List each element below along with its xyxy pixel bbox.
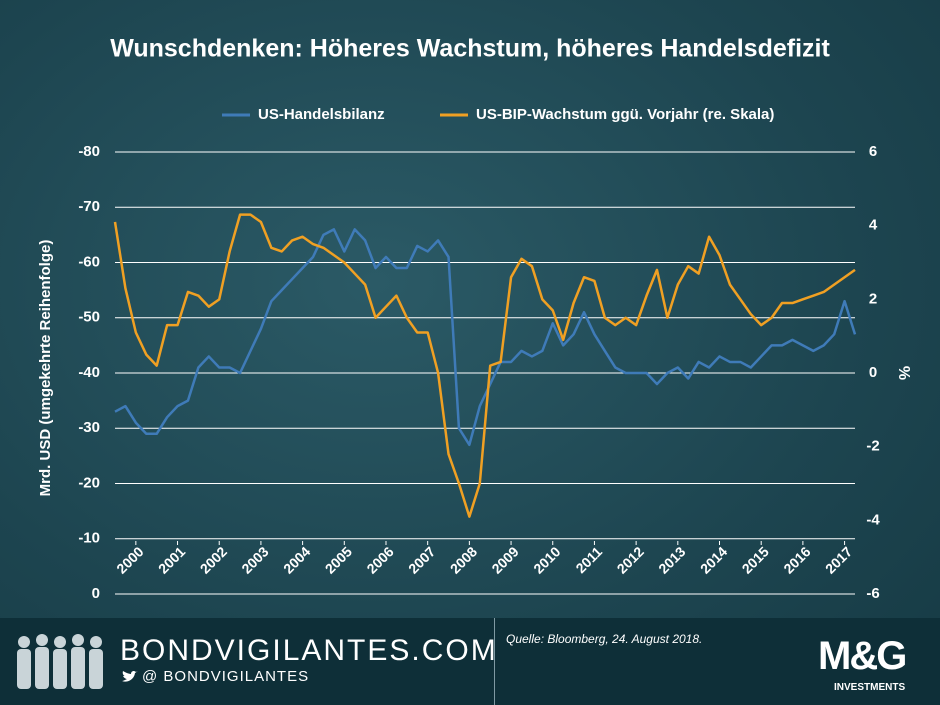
y-tick-label: 0 — [92, 585, 100, 602]
x-tick-label: 2004 — [280, 543, 313, 576]
x-tick-label: 2013 — [655, 543, 688, 576]
y2-axis-title: % — [895, 366, 912, 380]
silhouettes — [17, 634, 103, 689]
x-tick-label: 2017 — [822, 543, 855, 576]
logo-sub: INVESTMENTS — [834, 682, 906, 693]
y-tick-label: -60 — [78, 253, 100, 270]
legend-label: US-Handelsbilanz — [258, 106, 385, 123]
source: Quelle: Bloomberg, 24. August 2018. — [506, 632, 703, 646]
y2-tick-label: -4 — [866, 511, 880, 528]
x-tick-label: 2002 — [197, 543, 230, 576]
legend-label: US-BIP-Wachstum ggü. Vorjahr (re. Skala) — [476, 106, 774, 123]
x-tick-label: 2003 — [238, 543, 271, 576]
logo: M&G — [818, 634, 907, 678]
chart: Wunschdenken: Höheres Wachstum, höheres … — [37, 35, 912, 602]
x-tick-label: 2012 — [614, 543, 647, 576]
x-tick-label: 2008 — [447, 543, 480, 576]
x-tick-label: 2006 — [363, 543, 396, 576]
y-tick-label: -40 — [78, 364, 100, 381]
y2-tick-label: 2 — [869, 290, 877, 307]
y-tick-label: -10 — [78, 530, 100, 547]
x-tick-label: 2014 — [697, 543, 730, 576]
series-line — [113, 213, 856, 518]
chart-title: Wunschdenken: Höheres Wachstum, höheres … — [110, 35, 830, 63]
x-tick-label: 2010 — [530, 543, 563, 576]
series-line — [114, 228, 857, 447]
y-axis-title: Mrd. USD (umgekehrte Reihenfolge) — [37, 240, 54, 497]
x-tick-label: 2015 — [739, 543, 772, 576]
y2-tick-label: 0 — [869, 364, 877, 381]
x-tick-label: 2016 — [780, 543, 813, 576]
y-tick-label: -70 — [78, 198, 100, 215]
twitter-icon — [122, 670, 138, 682]
y2-tick-label: -6 — [866, 585, 879, 602]
divider — [494, 618, 495, 705]
brand: BONDVIGILANTES.COM — [120, 634, 498, 667]
handle: @ BONDVIGILANTES — [142, 668, 310, 685]
y2-tick-label: 4 — [869, 217, 878, 234]
y2-tick-label: -2 — [866, 438, 879, 455]
x-tick-label: 2005 — [322, 543, 355, 576]
y2-tick-label: 6 — [869, 143, 877, 160]
footer: BONDVIGILANTES.COM @ BONDVIGILANTES Quel… — [0, 618, 940, 705]
y-tick-label: -30 — [78, 419, 100, 436]
x-tick-label: 2001 — [155, 543, 188, 576]
x-tick-label: 2009 — [488, 543, 521, 576]
y-tick-label: -50 — [78, 309, 100, 326]
y-tick-label: -20 — [78, 474, 100, 491]
x-tick-label: 2000 — [113, 543, 146, 576]
x-tick-label: 2011 — [572, 543, 605, 576]
x-tick-label: 2007 — [405, 543, 438, 576]
y-tick-label: -80 — [78, 143, 100, 160]
